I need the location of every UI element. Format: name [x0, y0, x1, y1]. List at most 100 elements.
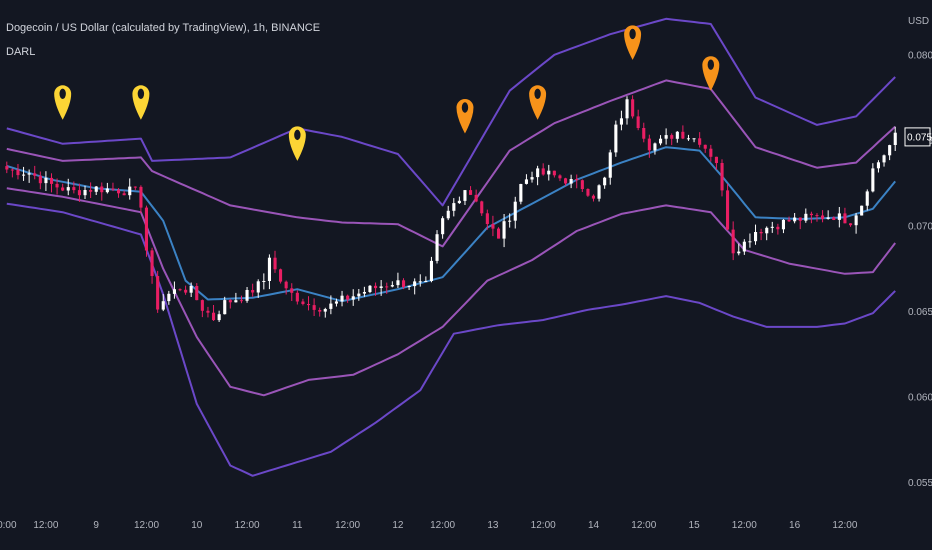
candle-body [597, 185, 601, 199]
candle-body [809, 213, 813, 216]
candle-body [128, 186, 132, 196]
candle-body [491, 224, 495, 229]
candle-body [625, 99, 629, 119]
candle-body [357, 293, 361, 297]
candle-body [798, 217, 802, 221]
candle-body [552, 170, 556, 176]
candle-body [457, 200, 461, 204]
candle-body [720, 163, 724, 191]
candle-body [659, 138, 663, 144]
candle-body [72, 187, 76, 191]
time-tick-label: 16 [789, 520, 801, 531]
last-price-box [904, 127, 931, 147]
candle-body [402, 280, 406, 287]
candle-body [55, 183, 59, 188]
candle-body [614, 124, 618, 153]
time-tick-label: 12:00 [631, 520, 656, 531]
pin-hole [461, 102, 469, 113]
pin-shape [456, 98, 474, 134]
pin-shape [702, 56, 720, 91]
candle-body [580, 180, 584, 189]
time-tick-label: 13 [487, 520, 499, 531]
candle-body [156, 276, 160, 310]
time-axis[interactable]: 0:00 12:00 9 12:00 10 12:00 11 12:00 12 12:00 13 12… [0, 520, 858, 531]
candle-body [485, 213, 489, 224]
candle-body [189, 286, 193, 293]
candle-body [212, 312, 216, 321]
candle-body [429, 260, 433, 281]
candle-body [480, 201, 484, 214]
candle-body [860, 205, 864, 216]
candle-body [530, 177, 534, 180]
candle-body [368, 285, 372, 292]
candle-body [619, 118, 623, 125]
candle-body [424, 281, 428, 282]
candle-body [675, 131, 679, 139]
candle-body [647, 138, 651, 151]
candle-body [815, 215, 819, 217]
candle-body [117, 189, 121, 194]
candle-body [893, 132, 897, 145]
candle-body [770, 226, 774, 228]
markers-layer [54, 25, 720, 161]
candle-body [256, 281, 260, 293]
candle-body [340, 295, 344, 302]
candle-body [167, 293, 171, 302]
candle-body [390, 285, 394, 287]
candle-body [329, 303, 333, 309]
candle-body [765, 227, 769, 234]
candle-body [748, 241, 752, 243]
candle-body [754, 232, 758, 242]
location-pin-icon [132, 85, 150, 120]
candle-body [351, 296, 355, 300]
candle-body [603, 177, 607, 186]
candle-body [105, 188, 109, 193]
pin-shape [54, 85, 72, 120]
candle-body [446, 210, 450, 219]
location-pin-icon [624, 25, 642, 60]
candle-body [94, 186, 98, 192]
candle-body [307, 304, 311, 306]
pin-hole [629, 28, 636, 40]
candle-body [463, 190, 467, 201]
band-basis [6, 146, 896, 303]
candle-body [407, 286, 411, 287]
candle-body [27, 173, 31, 175]
candle-body [178, 289, 182, 291]
candle-body [234, 300, 238, 303]
candle-body [22, 174, 26, 176]
candle-body [228, 300, 232, 303]
location-pin-icon [529, 85, 547, 120]
candle-body [5, 166, 9, 170]
pin-shape [624, 25, 642, 60]
pin-shape [288, 126, 306, 161]
candle-body [508, 220, 512, 222]
candle-body [826, 217, 830, 219]
time-tick-label: 11 [292, 520, 303, 531]
candle-body [642, 128, 646, 139]
candle-body [295, 292, 299, 302]
candle-body [670, 135, 674, 139]
candle-body [111, 188, 115, 190]
candle-body [217, 314, 221, 321]
candle-body [100, 186, 104, 193]
time-tick-label: 12:00 [832, 520, 857, 531]
candle-body [536, 168, 540, 178]
candle-body [564, 178, 568, 184]
candle-body [698, 138, 702, 145]
price-axis[interactable]: USD 0.08000.07500.07000.06500.06000.0550… [904, 16, 932, 489]
candle-body [865, 191, 869, 206]
band-lower-inner [6, 187, 896, 397]
candle-body [636, 116, 640, 128]
candle-body [139, 186, 143, 208]
candle-body [273, 257, 277, 270]
candle-body [441, 218, 445, 235]
candle-body [418, 281, 422, 283]
candle-body [776, 226, 780, 230]
candle-body [664, 135, 668, 139]
candle-body [569, 179, 573, 184]
candle-body [882, 155, 886, 163]
